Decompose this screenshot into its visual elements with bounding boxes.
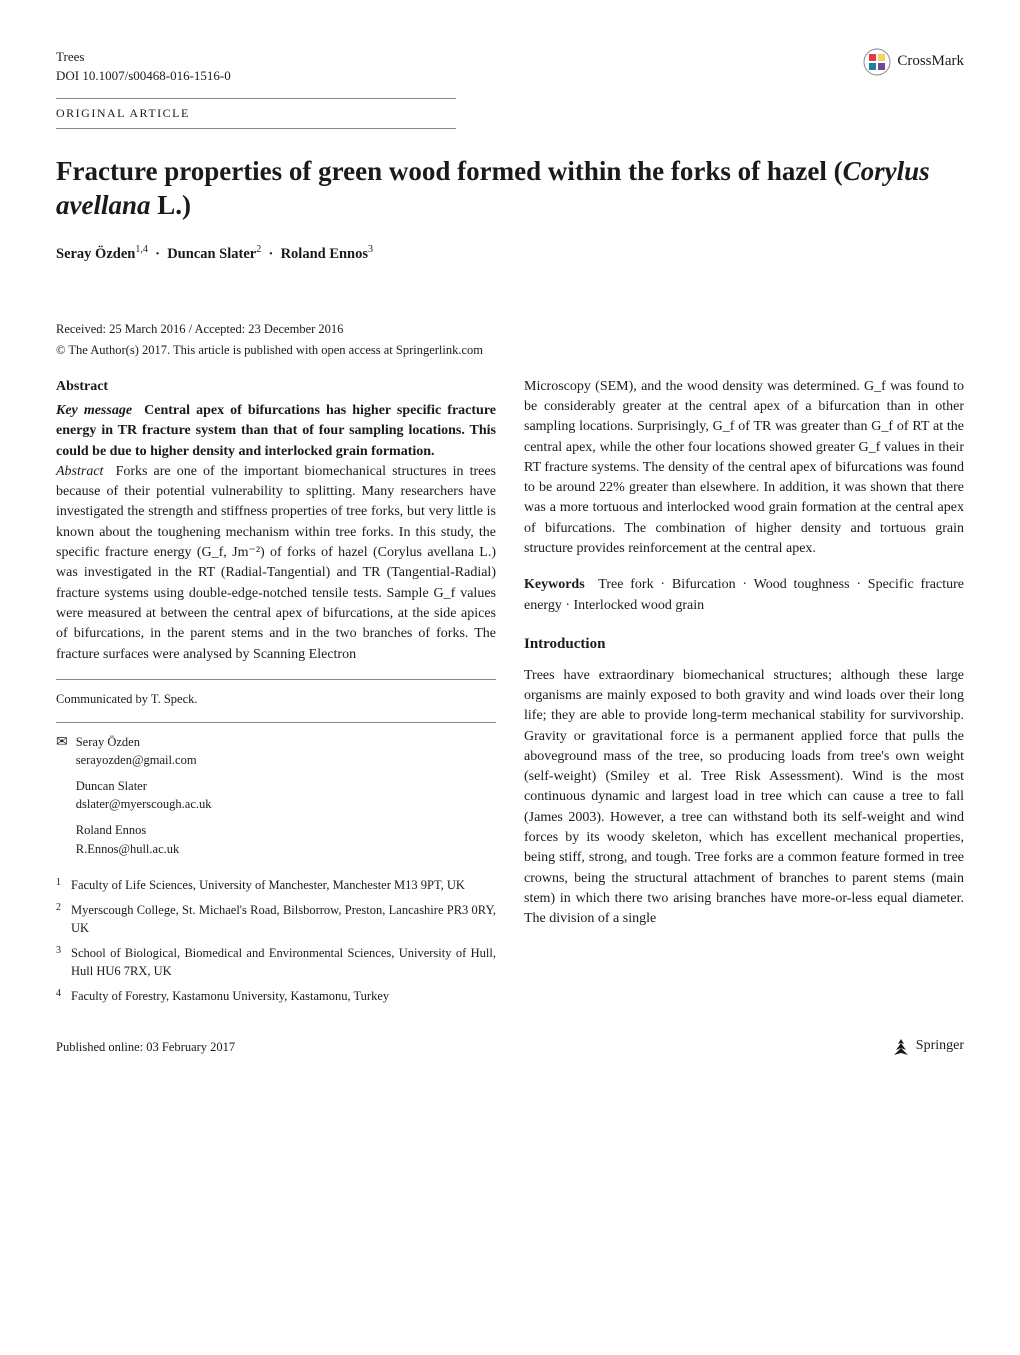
affil-text: School of Biological, Biomedical and Env… xyxy=(71,944,496,980)
author: Seray Özden xyxy=(56,245,135,261)
right-column: Microscopy (SEM), and the wood density w… xyxy=(524,377,964,1013)
affil-text: Faculty of Life Sciences, University of … xyxy=(71,876,465,894)
abstract-paragraph-left: Abstract Forks are one of the important … xyxy=(56,462,496,665)
springer-badge: Springer xyxy=(892,1036,964,1056)
affiliation: 3 School of Biological, Biomedical and E… xyxy=(56,944,496,980)
author-list: Seray Özden1,4 · Duncan Slater2 · Roland… xyxy=(56,243,964,265)
affiliation: 1 Faculty of Life Sciences, University o… xyxy=(56,876,496,894)
correspondence-block: ✉ Seray Özden serayozden@gmail.com Dunca… xyxy=(56,733,496,866)
envelope-icon: ✉ xyxy=(56,733,68,866)
rule xyxy=(56,722,496,723)
correspondence-list: Seray Özden serayozden@gmail.com Duncan … xyxy=(76,733,212,866)
copyright: © The Author(s) 2017. This article is pu… xyxy=(56,341,964,359)
page-footer: Published online: 03 February 2017 Sprin… xyxy=(56,1036,964,1056)
corr-email: R.Ennos@hull.ac.uk xyxy=(76,840,212,858)
corr-name: Seray Özden xyxy=(76,733,212,751)
keywords-paragraph: Keywords Tree fork · Bifurcation · Wood … xyxy=(524,575,964,616)
crossmark-icon xyxy=(863,48,891,76)
author-affil-sup: 2 xyxy=(256,244,261,255)
author: Roland Ennos xyxy=(281,245,368,261)
corr-author: Duncan Slater dslater@myerscough.ac.uk xyxy=(76,777,212,813)
crossmark-label: CrossMark xyxy=(897,51,964,73)
article-title: Fracture properties of green wood formed… xyxy=(56,155,964,223)
title-prefix: Fracture properties of green wood formed… xyxy=(56,156,843,186)
affil-num: 3 xyxy=(56,944,61,980)
key-message-label: Key message xyxy=(56,403,132,418)
springer-label: Springer xyxy=(916,1036,964,1056)
rule xyxy=(56,679,496,680)
journal-block: Trees DOI 10.1007/s00468-016-1516-0 xyxy=(56,48,231,86)
communicated-by: Communicated by T. Speck. xyxy=(56,690,496,708)
left-lower-block: Communicated by T. Speck. ✉ Seray Özden … xyxy=(56,679,496,1006)
journal-name: Trees xyxy=(56,48,231,67)
affil-num: 1 xyxy=(56,876,61,894)
article-type: ORIGINAL ARTICLE xyxy=(56,98,456,129)
author-affil-sup: 1,4 xyxy=(135,244,148,255)
published-online: Published online: 03 February 2017 xyxy=(56,1038,235,1056)
two-column-body: Abstract Key message Central apex of bif… xyxy=(56,377,964,1013)
affil-text: Faculty of Forestry, Kastamonu Universit… xyxy=(71,987,389,1005)
article-dates: Received: 25 March 2016 / Accepted: 23 D… xyxy=(56,320,964,338)
left-column: Abstract Key message Central apex of bif… xyxy=(56,377,496,1013)
affil-text: Myerscough College, St. Michael's Road, … xyxy=(71,901,496,937)
corr-author: Roland Ennos R.Ennos@hull.ac.uk xyxy=(76,821,212,857)
key-message-paragraph: Key message Central apex of bifurcations… xyxy=(56,401,496,462)
keywords-text: Tree fork · Bifurcation · Wood toughness… xyxy=(524,577,964,612)
abstract-label: Abstract xyxy=(56,464,103,479)
author-affil-sup: 3 xyxy=(368,244,373,255)
keywords-label: Keywords xyxy=(524,577,585,592)
affil-num: 4 xyxy=(56,987,61,1005)
abstract-body-left: Forks are one of the important biomechan… xyxy=(56,464,496,662)
affiliation: 2 Myerscough College, St. Michael's Road… xyxy=(56,901,496,937)
abstract-body-right: Microscopy (SEM), and the wood density w… xyxy=(524,377,964,560)
title-suffix: L.) xyxy=(151,190,192,220)
corr-name: Roland Ennos xyxy=(76,821,212,839)
corr-author: Seray Özden serayozden@gmail.com xyxy=(76,733,212,769)
corr-name: Duncan Slater xyxy=(76,777,212,795)
affiliation: 4 Faculty of Forestry, Kastamonu Univers… xyxy=(56,987,496,1005)
corr-email: dslater@myerscough.ac.uk xyxy=(76,795,212,813)
author: Duncan Slater xyxy=(167,245,256,261)
section-heading-introduction: Introduction xyxy=(524,634,964,656)
springer-icon xyxy=(892,1038,910,1056)
corr-email: serayozden@gmail.com xyxy=(76,751,212,769)
abstract-heading: Abstract xyxy=(56,377,496,397)
crossmark-badge[interactable]: CrossMark xyxy=(863,48,964,76)
doi: DOI 10.1007/s00468-016-1516-0 xyxy=(56,67,231,86)
introduction-body: Trees have extraordinary biomechanical s… xyxy=(524,666,964,930)
page-header: Trees DOI 10.1007/s00468-016-1516-0 Cros… xyxy=(56,48,964,86)
affil-num: 2 xyxy=(56,901,61,937)
